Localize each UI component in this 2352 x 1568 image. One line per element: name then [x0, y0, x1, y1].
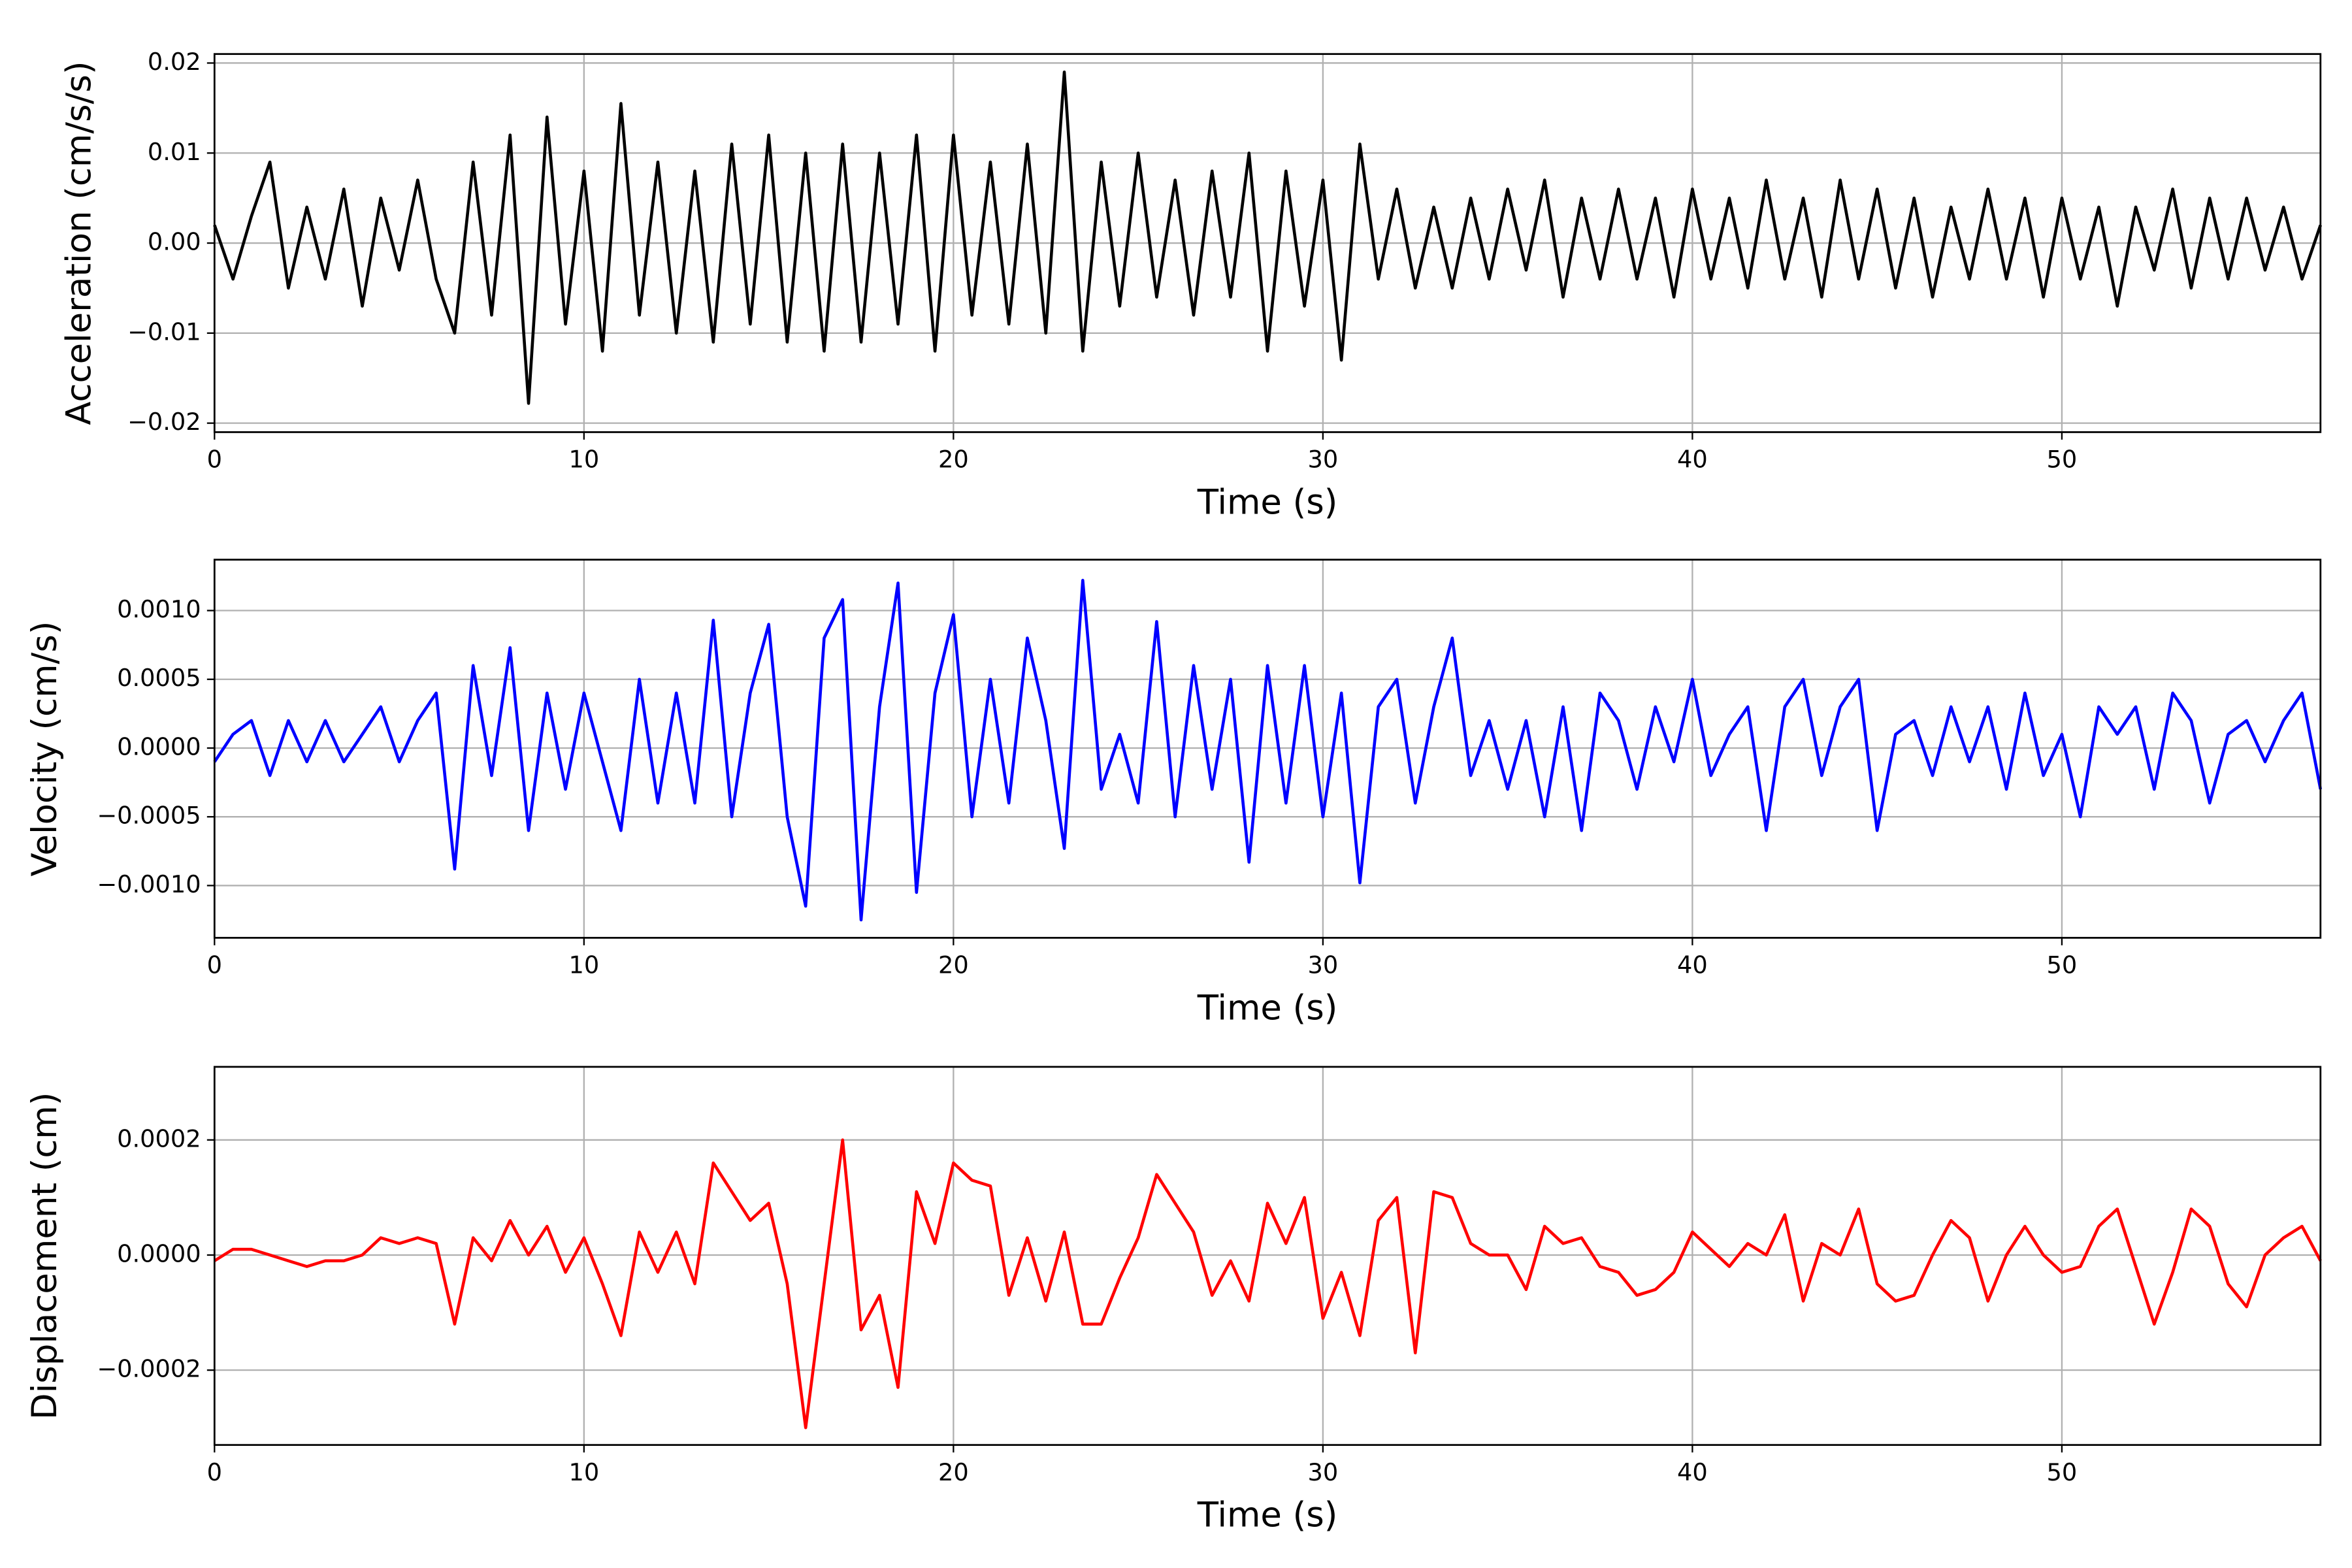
data-line — [213, 578, 2323, 922]
y-axis-label: Displacement (cm) — [25, 1092, 65, 1420]
x-tick-label: 50 — [2047, 1458, 2078, 1486]
x-tick-label: 10 — [568, 951, 599, 979]
data-line — [214, 1138, 2322, 1429]
y-tick-label: 0.0005 — [117, 664, 201, 692]
axes-frame — [213, 1066, 2322, 1446]
y-axis-label: Acceleration (cm/s/s) — [59, 61, 99, 425]
y-tick-label: −0.02 — [127, 408, 201, 436]
y-tick-label: 0.0000 — [117, 732, 201, 760]
y-tick-label: 0.00 — [148, 228, 201, 256]
y-tick-label: −0.01 — [127, 318, 201, 346]
x-tick-label: 30 — [1308, 951, 1339, 979]
x-axis-label: Time (s) — [1197, 988, 1338, 1028]
x-tick-label: 40 — [1677, 1458, 1708, 1486]
x-tick-label: 20 — [938, 951, 969, 979]
x-tick-label: 20 — [938, 446, 969, 474]
x-tick-label: 0 — [207, 1458, 222, 1486]
x-tick-label: 20 — [938, 1458, 969, 1486]
x-tick-label: 10 — [568, 1458, 599, 1486]
x-tick-label: 0 — [207, 951, 222, 979]
x-tick-label: 30 — [1308, 446, 1339, 474]
x-tick-label: 40 — [1677, 951, 1708, 979]
y-tick-label: 0.0000 — [117, 1239, 201, 1267]
data-line — [213, 70, 2322, 405]
y-tick-label: −0.0002 — [97, 1355, 201, 1383]
y-tick-label: 0.0010 — [117, 595, 201, 623]
x-tick-label: 10 — [568, 446, 599, 474]
y-tick-label: −0.0005 — [97, 802, 201, 830]
x-tick-label: 30 — [1308, 1458, 1339, 1486]
y-tick-label: 0.01 — [148, 138, 201, 166]
y-tick-label: 0.0002 — [117, 1124, 201, 1152]
y-tick-label: −0.0010 — [97, 870, 201, 898]
y-axis-label: Velocity (cm/s) — [25, 621, 65, 877]
x-axis-label: Time (s) — [1197, 1495, 1338, 1535]
x-tick-label: 0 — [207, 446, 222, 474]
axes-frame — [213, 53, 2322, 433]
x-axis-label: Time (s) — [1197, 482, 1338, 522]
x-tick-label: 50 — [2047, 446, 2078, 474]
y-tick-label: 0.02 — [148, 48, 201, 76]
x-tick-label: 50 — [2047, 951, 2078, 979]
axes-frame — [213, 559, 2322, 939]
x-tick-label: 40 — [1677, 446, 1708, 474]
